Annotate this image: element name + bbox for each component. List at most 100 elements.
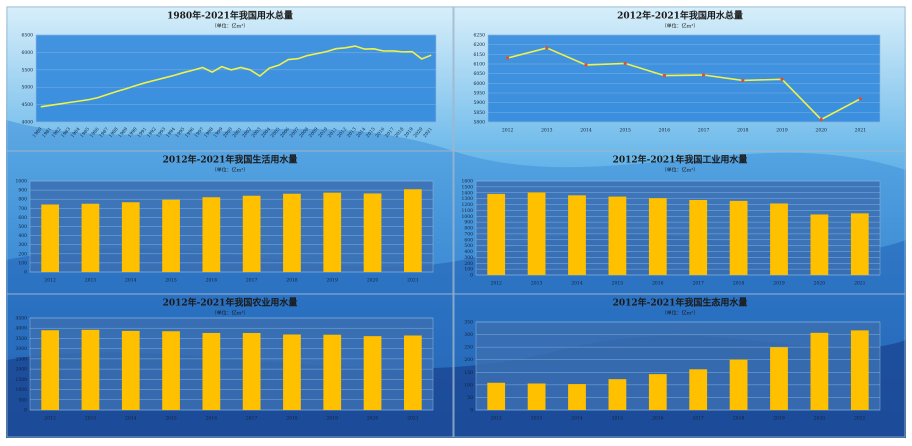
y-tick-label: 4500	[22, 102, 34, 108]
y-tick-label: 5800	[474, 120, 486, 126]
x-tick-label: 2013	[85, 416, 97, 422]
bar	[283, 193, 301, 272]
y-tick-label: 6100	[474, 62, 486, 68]
chart-title: 2012年-2021年我国农业用水量	[163, 297, 298, 309]
x-tick-label: 2012	[44, 278, 56, 284]
bar	[363, 336, 382, 410]
chart-title: 2012年-2021年我国生态用水量	[613, 297, 748, 309]
y-tick-label: 6000	[474, 81, 486, 87]
y-tick-label: 6150	[474, 52, 486, 58]
chart-title: 1980年-2021年我国用水总量	[167, 10, 293, 22]
bar	[202, 197, 221, 272]
x-tick-label: 2018	[286, 278, 298, 284]
y-tick-label: 1100	[462, 208, 474, 214]
x-tick-label: 2018	[733, 416, 745, 422]
y-tick-label: 50	[467, 395, 473, 401]
panel-borders	[6, 6, 906, 438]
bar	[41, 204, 60, 272]
y-tick-label: 500	[464, 243, 473, 249]
y-tick-label: 0	[24, 408, 27, 414]
y-tick-label: 1000	[462, 214, 474, 220]
y-tick-label: 6250	[474, 33, 486, 39]
bar	[283, 334, 301, 410]
marker	[819, 117, 823, 122]
y-tick-label: 1000	[16, 387, 28, 393]
chart-subtitle: （单位：亿m³）	[212, 310, 249, 317]
bar	[608, 379, 627, 410]
y-tick-label: 5900	[474, 100, 486, 106]
x-tick-label: 2014	[125, 278, 137, 284]
y-tick-label: 800	[464, 226, 473, 232]
y-tick-label: 1000	[16, 179, 28, 185]
chart-subtitle: （单位：亿m³）	[662, 310, 699, 317]
y-tick-label: 700	[464, 231, 473, 237]
bar	[850, 213, 869, 275]
bar	[810, 214, 829, 275]
y-tick-label: 200	[18, 251, 27, 257]
x-tick-label: 2013	[85, 278, 97, 284]
x-tick-label: 2020	[367, 278, 379, 284]
bar	[810, 332, 829, 410]
y-tick-label: 100	[18, 260, 27, 266]
x-tick-label: 2012	[490, 416, 502, 422]
y-tick-label: 4000	[22, 120, 34, 126]
y-tick-label: 1400	[462, 190, 474, 196]
bar	[323, 334, 342, 410]
x-tick-label: 2012	[44, 416, 56, 422]
chart-title: 2012年-2021年我国工业用水量	[613, 154, 748, 166]
y-tick-label: 5500	[22, 67, 34, 73]
marker	[780, 77, 784, 81]
x-tick-label: 2017	[692, 416, 704, 422]
y-tick-label: 900	[18, 188, 27, 194]
y-tick-label: 900	[464, 220, 473, 226]
x-tick-label: 2016	[652, 281, 664, 287]
y-tick-label: 200	[464, 261, 473, 267]
x-tick-label: 2018	[733, 281, 745, 287]
bar	[162, 331, 180, 410]
y-tick-label: 4000	[16, 326, 28, 332]
bar	[41, 330, 60, 410]
x-tick-label: 2018	[286, 416, 298, 422]
line	[40, 45, 432, 108]
x-tick-label: 2014	[571, 416, 583, 422]
marker	[858, 97, 863, 101]
marker	[584, 63, 588, 67]
bar	[403, 335, 422, 410]
x-tick-label: 2015	[619, 128, 631, 134]
y-tick-label: 500	[18, 397, 27, 403]
bar	[81, 329, 100, 410]
x-tick-label: 2021	[854, 416, 866, 422]
line	[507, 47, 861, 121]
bar	[162, 199, 180, 272]
x-tick-label: 2020	[814, 416, 826, 422]
y-tick-label: 5850	[474, 110, 486, 116]
x-tick-label: 2015	[612, 281, 624, 287]
y-tick-label: 6500	[22, 33, 34, 39]
y-tick-label: 100	[464, 382, 473, 388]
chart-subtitle: （单位：亿m³）	[662, 167, 699, 174]
x-tick-label: 2020	[815, 128, 827, 134]
y-tick-label: 100	[464, 267, 473, 273]
x-tick-label: 2017	[246, 278, 258, 284]
x-tick-label: 2015	[165, 416, 177, 422]
y-tick-label: 1500	[16, 377, 28, 383]
marker	[623, 61, 627, 66]
marker	[741, 78, 745, 83]
marker	[702, 73, 706, 77]
y-tick-label: 400	[464, 249, 473, 255]
y-tick-label: 400	[18, 233, 27, 239]
bar	[81, 203, 100, 272]
x-tick-label: 2017	[698, 128, 710, 134]
x-tick-label: 2016	[206, 416, 218, 422]
y-tick-label: 500	[18, 224, 27, 230]
x-tick-label: 2019	[773, 416, 785, 422]
y-tick-label: 0	[470, 273, 473, 279]
y-tick-label: 2000	[16, 367, 28, 373]
y-tick-label: 3000	[16, 346, 28, 352]
y-tick-label: 1300	[462, 196, 474, 202]
x-tick-label: 2021	[855, 128, 867, 134]
bar	[568, 195, 586, 275]
chart-title: 2012年-2021年我国用水总量	[617, 10, 743, 22]
x-tick-label: 2015	[165, 278, 177, 284]
